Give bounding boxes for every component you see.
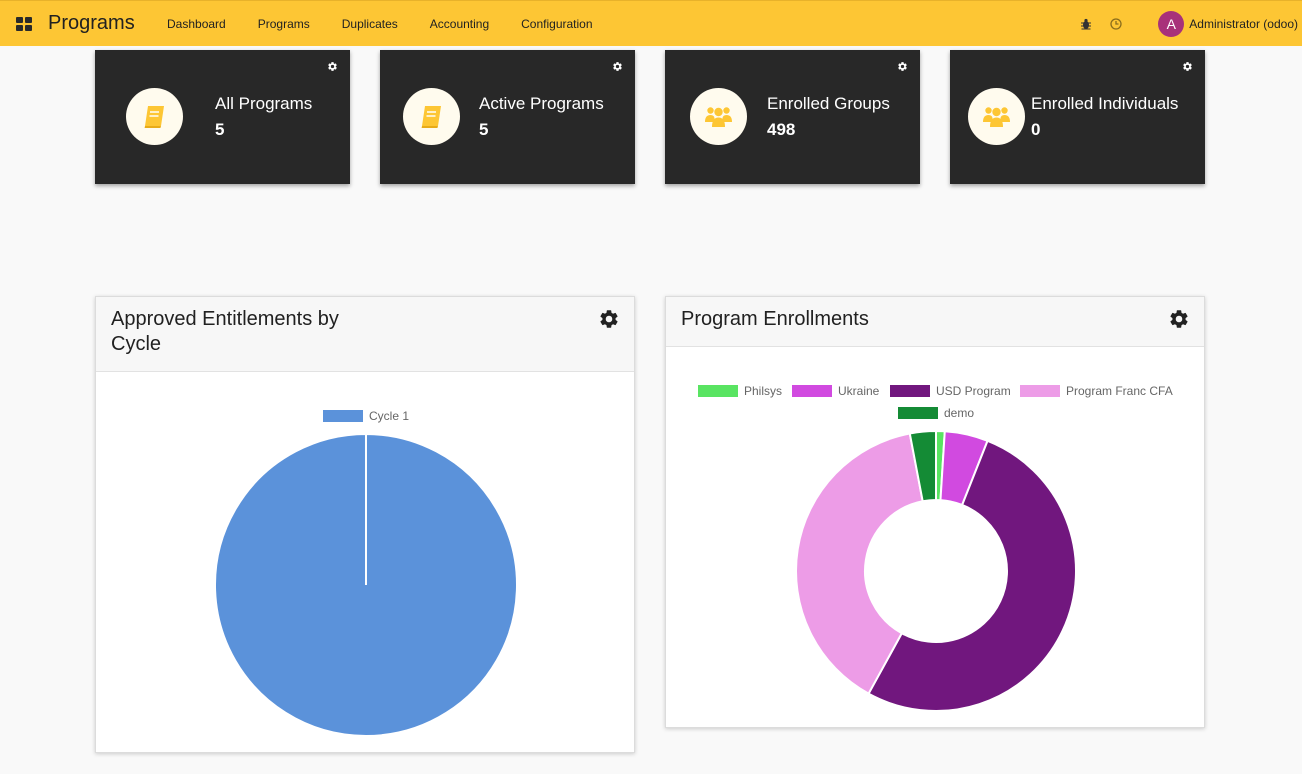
legend-swatch[interactable] [698,385,738,397]
card-enrolled-individuals[interactable]: Enrolled Individuals 0 [950,50,1205,184]
gear-icon[interactable] [612,61,623,72]
menu-dashboard[interactable]: Dashboard [167,17,226,31]
legend-label[interactable]: USD Program [936,384,1011,398]
gear-icon[interactable] [1182,61,1193,72]
avatar[interactable]: A [1158,11,1185,37]
panel-title: Approved Entitlements by Cycle [111,307,339,357]
card-label: Active Programs [479,94,604,113]
legend-label[interactable]: Cycle 1 [369,409,409,423]
legend-swatch[interactable] [898,407,938,419]
pie-slice[interactable] [867,439,1077,712]
gear-icon[interactable] [897,61,908,72]
menu-accounting[interactable]: Accounting [429,17,490,31]
card-value: 5 [479,120,489,139]
card-all-programs[interactable]: All Programs 5 [95,50,350,184]
book-icon [144,106,164,128]
card-icon-circle [403,88,460,145]
top-navbar: Programs Dashboard Programs Duplicates A… [0,0,1302,46]
legend-label[interactable]: Ukraine [838,384,880,398]
book-icon [421,106,441,128]
card-label: All Programs [215,94,313,113]
pie-slice[interactable] [908,429,937,503]
entitlements-pie-chart: Cycle 1 [214,409,518,737]
panel-title-line2: Cycle [111,333,162,355]
main-menu: Dashboard Programs Duplicates Accounting… [167,17,625,31]
card-label: Enrolled Individuals [1031,94,1179,113]
panel-header: Approved Entitlements by Cycle [96,297,634,372]
app-title: Programs [48,12,135,34]
legend-swatch[interactable] [890,385,930,397]
clock-icon[interactable] [1110,18,1122,30]
legend-swatch[interactable] [792,385,832,397]
legend-label[interactable]: Program Franc CFA [1066,384,1173,398]
user-menu[interactable]: Administrator (odoo) [1189,17,1298,31]
card-value: 0 [1031,120,1041,139]
card-label: Enrolled Groups [767,94,890,113]
card-icon-circle [126,88,183,145]
panel-title: Program Enrollments [681,308,869,330]
card-value: 498 [767,120,796,139]
menu-configuration[interactable]: Configuration [521,17,593,31]
enrollments-doughnut-chart: Philsys Ukraine USD Program Program Franc C… [698,384,1173,712]
panel-enrollments: Program Enrollments Philsys Ukraine USD Pr… [665,296,1205,728]
legend-swatch[interactable] [323,410,363,422]
menu-programs[interactable]: Programs [257,17,310,31]
gear-icon[interactable] [327,61,338,72]
panel-entitlements: Approved Entitlements by Cycle Cycle 1 [95,296,635,753]
gear-icon[interactable] [598,308,620,330]
pie-slice[interactable] [795,432,924,696]
users-icon [983,107,1010,127]
panel-header: Program Enrollments [666,297,1204,347]
card-value: 5 [215,120,225,139]
users-icon [705,107,732,127]
card-active-programs[interactable]: Active Programs 5 [380,50,635,184]
card-icon-circle [690,88,747,145]
panel-title-line1: Approved Entitlements by [111,308,339,330]
card-enrolled-groups[interactable]: Enrolled Groups 498 [665,50,920,184]
legend-label[interactable]: demo [944,406,974,420]
apps-menu-icon[interactable] [16,17,32,31]
legend-label[interactable]: Philsys [744,384,782,398]
navbar-systray: A Administrator (odoo) [1080,1,1298,47]
legend-swatch[interactable] [1020,385,1060,397]
menu-duplicates[interactable]: Duplicates [341,17,398,31]
bug-icon[interactable] [1080,18,1092,30]
card-icon-circle [968,88,1025,145]
gear-icon[interactable] [1168,308,1190,330]
